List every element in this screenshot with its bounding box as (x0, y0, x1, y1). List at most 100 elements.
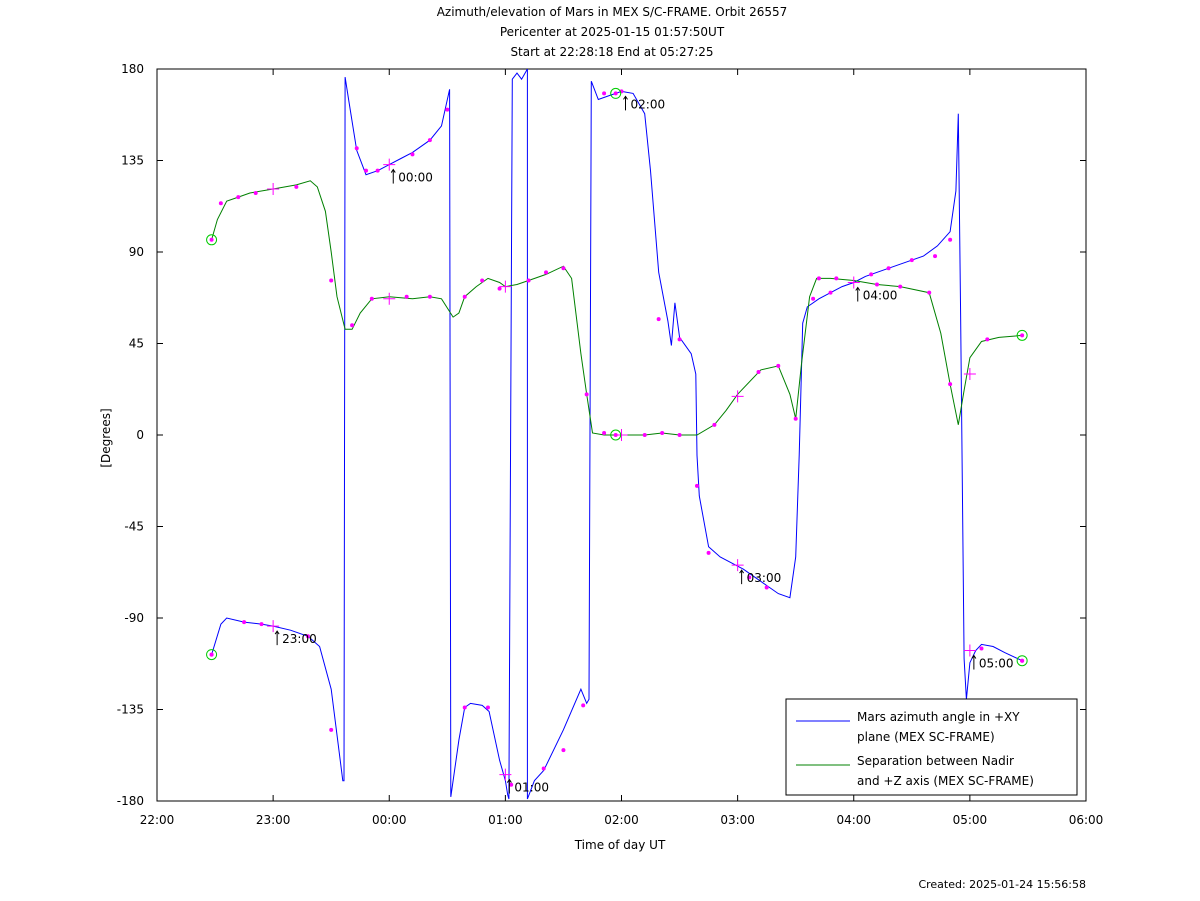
azimuth-marker-dot (242, 620, 247, 625)
azimuth-marker-dot (259, 622, 264, 627)
hour-plus-marker (499, 768, 512, 781)
chart-title: Azimuth/elevation of Mars in MEX S/C-FRA… (437, 5, 788, 19)
hour-plus-marker (963, 644, 976, 657)
x-tick-label: 05:00 (953, 813, 988, 827)
azimuth-marker-dot (427, 138, 432, 143)
x-tick-label: 02:00 (604, 813, 639, 827)
separation-marker-dot (712, 422, 717, 427)
x-tick-label: 00:00 (372, 813, 407, 827)
separation-marker-dot (642, 433, 647, 437)
time-annotation-arrow (855, 286, 861, 291)
azimuth-marker-dot (764, 585, 769, 590)
separation-marker-dot (497, 286, 502, 291)
azimuth-marker-dot (541, 766, 546, 771)
y-tick-label: -45 (124, 520, 144, 534)
time-annotation-arrow (390, 168, 396, 173)
azimuth-marker-dot (354, 146, 359, 151)
y-tick-label: 90 (129, 245, 144, 259)
legend-entry-separation-line2: and +Z axis (MEX SC-FRAME) (857, 774, 1034, 788)
time-annotation-arrow (739, 569, 745, 574)
time-annotation-label: 23:00 (282, 632, 317, 646)
x-tick-label: 01:00 (488, 813, 523, 827)
azimuth-marker-dot (933, 254, 938, 259)
time-annotation-label: 05:00 (979, 657, 1014, 671)
azimuth-marker-dot (811, 296, 816, 301)
y-tick-label: 0 (136, 428, 144, 442)
azimuth-marker-dot (581, 703, 586, 708)
y-tick-label: -135 (117, 703, 144, 717)
separation-marker-dot (756, 369, 761, 374)
time-annotation-arrow (506, 778, 512, 783)
hour-plus-marker (499, 280, 512, 293)
azimuth-marker-dot (747, 575, 752, 580)
endpoint-dot (613, 91, 618, 96)
time-annotation-label: 02:00 (631, 97, 666, 111)
azimuth-marker-dot (561, 748, 566, 753)
endpoint-circle-marker (610, 87, 622, 99)
legend-entry-separation-line1: Separation between Nadir (857, 754, 1014, 768)
y-tick-label: 180 (121, 62, 144, 76)
created-timestamp: Created: 2025-01-24 15:56:58 (918, 878, 1086, 891)
azimuth-marker-dot (706, 550, 711, 555)
hour-plus-marker (383, 292, 396, 305)
y-tick-labels: 180 135 90 45 0 -45 -90 -135 -180 (117, 62, 144, 808)
separation-marker-dot (948, 382, 953, 387)
separation-marker-dot (404, 294, 409, 299)
y-tick-label: -180 (117, 794, 144, 808)
marker-layer (206, 87, 1028, 787)
separation-marker-dot (874, 282, 879, 287)
separation-marker-dot (660, 430, 665, 435)
separation-marker-dot (776, 363, 781, 368)
separation-marker-dot (544, 270, 549, 275)
x-tick-labels: 22:00 23:00 00:00 01:00 02:00 03:00 04:00 05:00… (140, 813, 1104, 827)
separation-marker-dot (985, 337, 990, 342)
hour-plus-marker (731, 559, 744, 572)
endpoint-dot (209, 652, 214, 657)
x-tick-label: 22:00 (140, 813, 175, 827)
endpoint-dot (613, 433, 618, 437)
separation-marker-dot (253, 191, 258, 196)
hour-plus-marker (731, 390, 744, 403)
time-annotation-arrow (971, 654, 977, 659)
x-tick-label: 06:00 (1069, 813, 1104, 827)
azimuth-marker-dot (364, 168, 369, 173)
separation-marker-dot (427, 294, 432, 299)
legend: Mars azimuth angle in +XY plane (MEX SC-… (785, 698, 1078, 796)
separation-marker-dot (294, 184, 299, 189)
endpoint-circle-marker (1016, 655, 1028, 667)
y-tick-label: -90 (124, 611, 144, 625)
legend-entry-azimuth-line1: Mars azimuth angle in +XY (857, 710, 1020, 724)
legend-box (785, 698, 1078, 796)
azimuth-marker-dot (656, 317, 661, 322)
azimuth-marker-dot (462, 705, 467, 710)
time-annotation-label: 01:00 (514, 781, 549, 795)
separation-marker-dot (526, 278, 531, 283)
azimuth-marker-dot (979, 646, 984, 651)
separation-marker-dot (480, 278, 485, 283)
azimuth-marker-dot (828, 290, 833, 295)
y-tick-label: 135 (121, 154, 144, 168)
x-tick-label: 04:00 (836, 813, 871, 827)
endpoint-dot (1020, 333, 1025, 338)
hour-plus-marker (383, 158, 396, 171)
endpoint-circle-marker (1016, 329, 1028, 341)
separation-marker-dot (462, 294, 467, 299)
endpoint-circle-marker (610, 429, 622, 441)
endpoint-circle-marker (206, 649, 218, 661)
time-annotation-label: 03:00 (747, 571, 782, 585)
azimuth-marker-dot (677, 337, 682, 342)
azimuth-marker-dot (410, 152, 415, 157)
hour-plus-marker (963, 368, 976, 380)
separation-marker-dot (369, 296, 374, 301)
endpoint-circle-marker (206, 234, 218, 246)
time-annotation-arrow (623, 95, 628, 100)
axis-ticks (156, 68, 1087, 802)
chart-subtitle-pericenter: Pericenter at 2025-01-15 01:57:50UT (500, 25, 725, 39)
azimuth-marker-dot (375, 168, 380, 173)
time-annotation-label: 00:00 (398, 171, 433, 185)
x-tick-label: 23:00 (256, 813, 291, 827)
azimuth-marker-dot (329, 727, 334, 732)
hour-plus-marker (847, 276, 860, 289)
separation-marker-dot (350, 323, 355, 328)
